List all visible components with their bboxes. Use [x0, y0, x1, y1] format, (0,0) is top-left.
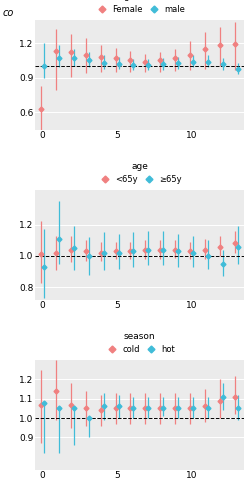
Legend: Female, male: Female, male [93, 0, 186, 14]
Legend: cold, hot: cold, hot [103, 331, 176, 355]
Text: co: co [2, 8, 14, 18]
Legend: <65y, ≥65y: <65y, ≥65y [96, 161, 183, 185]
